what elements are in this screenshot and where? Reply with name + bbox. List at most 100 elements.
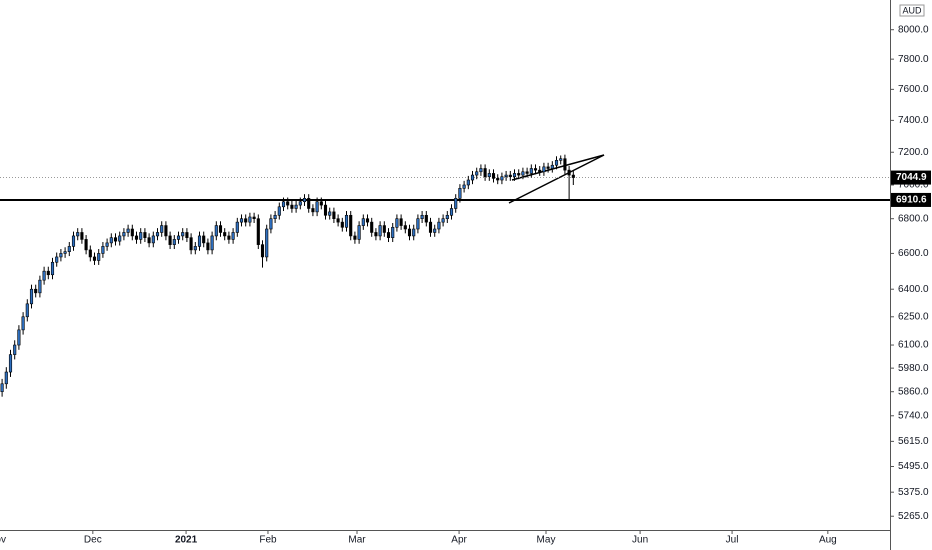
candle-body [4,371,8,385]
candle-body [361,218,365,226]
candle-body [466,179,470,186]
candle-body [529,168,533,174]
candle-body [281,201,286,208]
candle-body [29,288,34,305]
x-tick-label: Nov [0,535,6,546]
candle-body [290,204,294,209]
candle-body [475,171,479,176]
candle-body [500,176,504,181]
candle-body [105,242,109,247]
candle-body [370,221,374,233]
wedge-line [508,154,605,204]
candle-body [151,235,155,244]
y-tick-label: 5980.0 [898,363,929,374]
candle-body [504,174,508,178]
candle-body [55,256,59,263]
candle-body [59,253,63,258]
y-tick-label: 5860.0 [898,386,929,397]
candle-body [252,216,256,220]
y-tick-label: 6400.0 [898,284,929,295]
candle-body [382,225,386,233]
candle-body [298,201,302,206]
candle-body [101,246,105,254]
candle-body [139,232,143,240]
candle-body [470,174,475,181]
y-tick-label: 6800.0 [898,213,929,224]
candle-body [147,237,151,244]
candle-body [76,232,80,237]
candle-body [223,232,227,237]
candle-body [189,237,193,251]
last-price-tag-bg [891,170,931,185]
candle-body [428,221,433,233]
candle-body [269,218,273,230]
candle-body [214,225,218,237]
candle-body [218,225,223,233]
candle-body [412,228,416,237]
x-tick-label: Mar [348,535,366,546]
candle-body [67,246,71,252]
x-tick-label: Jun [632,535,648,546]
y-tick-label: 8000.0 [898,24,929,35]
candle-body [202,235,206,244]
candle-body [353,235,357,240]
candle-body [559,158,563,161]
candle-body [538,169,542,173]
candle-body [307,198,311,209]
candle-body [512,173,517,178]
x-tick-label: Jul [726,535,739,546]
y-tick-label: 6250.0 [898,311,929,322]
candle-body [302,198,307,203]
candle-body [550,164,554,169]
candle-body [143,232,147,238]
candle-body [508,174,512,178]
plot-area [0,154,890,397]
candle-body [563,158,567,171]
candle-body [340,221,344,228]
candle-body [46,270,50,276]
candle-body [239,218,244,223]
candle-body [25,303,29,318]
y-tick-label: 5740.0 [898,410,929,421]
candle-body [546,166,550,169]
candle-body [437,221,441,230]
x-tick-label: Feb [259,535,277,546]
candle-body [357,225,361,240]
candle-body [311,208,315,213]
candle-body [449,208,454,216]
candle-body [34,288,38,294]
y-tick-label: 6600.0 [898,248,929,259]
candle-body [265,228,269,258]
candle-body [160,225,164,233]
candle-body [197,235,202,247]
candle-body [496,178,500,181]
candle-body [407,228,412,237]
candle-body [231,232,235,240]
candle-body [181,232,185,237]
candle-body [567,169,571,176]
x-tick-label: Dec [84,535,102,546]
y-tick-label: 7400.0 [898,115,929,126]
candle-body [533,168,538,171]
candle-body [118,235,122,242]
candle-body [441,218,445,223]
candle-body [374,232,378,237]
y-tick-label: 6100.0 [898,340,929,351]
candle-body [155,232,160,237]
candle-body [277,206,281,216]
y-tick-label: 5615.0 [898,436,929,447]
candle-body [63,251,67,254]
candle-body [328,211,332,216]
candle-body [21,316,25,331]
candle-body [479,168,483,173]
candle-body [433,228,437,233]
candle-body [50,261,55,276]
candle-body [294,204,298,209]
y-tick-label: 5265.0 [898,511,929,522]
y-tick-label: 5495.0 [898,461,929,472]
candle-body [344,214,349,228]
candle-body [227,235,231,240]
candle-body [365,218,370,223]
